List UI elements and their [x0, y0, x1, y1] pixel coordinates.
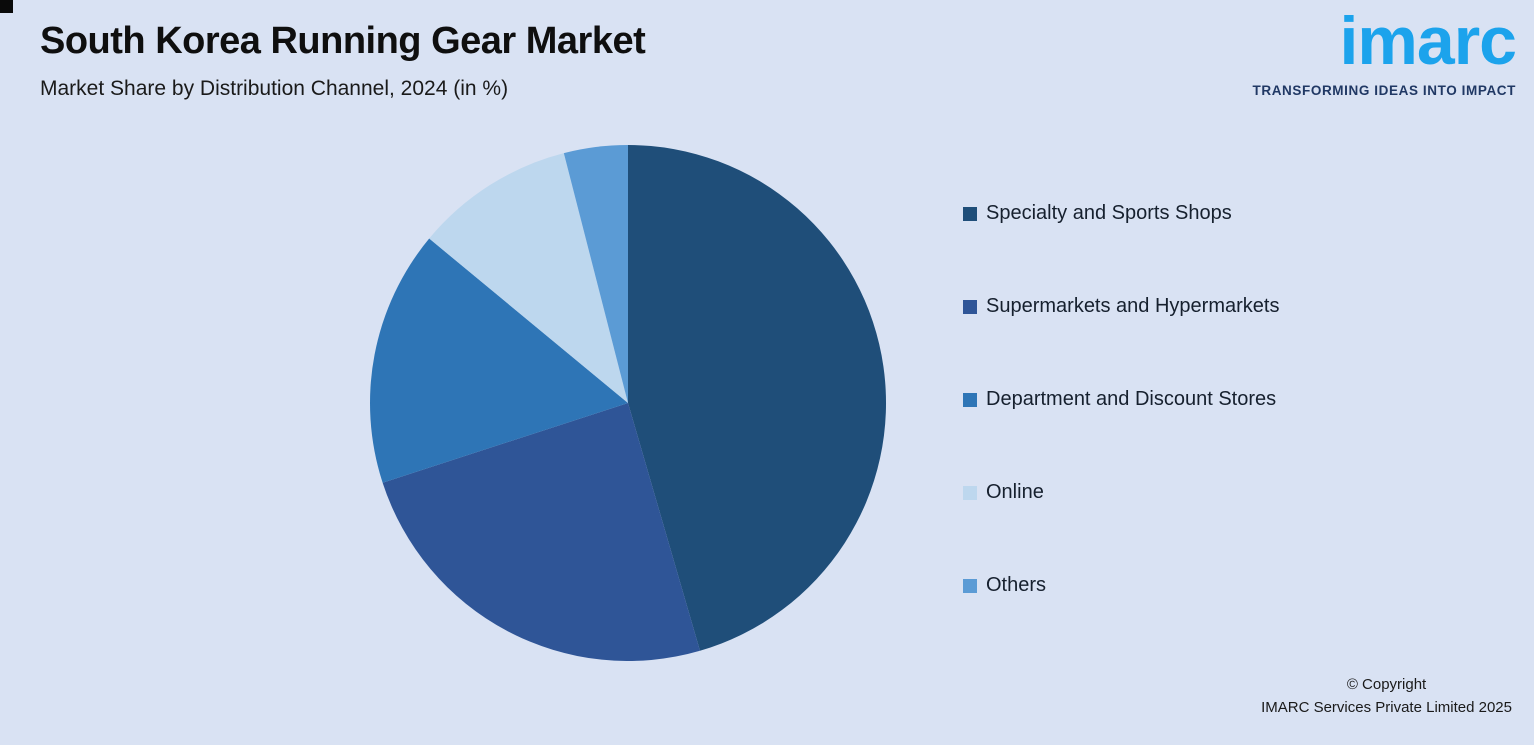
- corner-mark: [0, 0, 13, 13]
- pie-slice-2: [370, 238, 628, 483]
- pie-chart-container: [368, 143, 888, 663]
- pie-slice-0: [628, 145, 887, 651]
- pie-slice-4: [563, 145, 628, 403]
- legend-item: Supermarkets and Hypermarkets: [963, 295, 1279, 318]
- legend-swatch: [963, 578, 977, 593]
- chart-title: South Korea Running Gear Market: [40, 20, 646, 62]
- legend-swatch: [963, 299, 977, 314]
- legend-item: Specialty and Sports Shops: [963, 202, 1279, 225]
- legend-swatch: [963, 485, 977, 500]
- legend-item: Online: [963, 481, 1279, 504]
- legend-label: Others: [986, 574, 1047, 596]
- legend-label: Supermarkets and Hypermarkets: [986, 295, 1280, 317]
- legend-swatch: [963, 392, 977, 407]
- legend-label: Specialty and Sports Shops: [986, 202, 1232, 224]
- pie-slice-3: [429, 153, 628, 403]
- legend: Specialty and Sports Shops Supermarkets …: [963, 202, 1279, 597]
- legend-label: Online: [986, 481, 1044, 503]
- imarc-wordmark: imarc: [1339, 3, 1517, 79]
- legend-item: Department and Discount Stores: [963, 388, 1279, 411]
- legend-item: Others: [963, 574, 1279, 597]
- imarc-tagline: TRANSFORMING IDEAS INTO IMPACT: [1252, 83, 1516, 99]
- legend-swatch: [963, 206, 977, 221]
- copyright-line1: © Copyright: [1346, 675, 1427, 693]
- copyright-line2: IMARC Services Private Limited 2025: [1261, 698, 1512, 716]
- chart-subtitle: Market Share by Distribution Channel, 20…: [40, 77, 509, 100]
- copyright: © Copyright IMARC Services Private Limit…: [1261, 673, 1512, 720]
- imarc-logo: imarc TRANSFORMING IDEAS INTO IMPACT: [1252, 3, 1518, 99]
- legend-label: Department and Discount Stores: [986, 388, 1277, 410]
- pie-chart: [370, 145, 887, 662]
- pie-slice-1: [382, 403, 700, 662]
